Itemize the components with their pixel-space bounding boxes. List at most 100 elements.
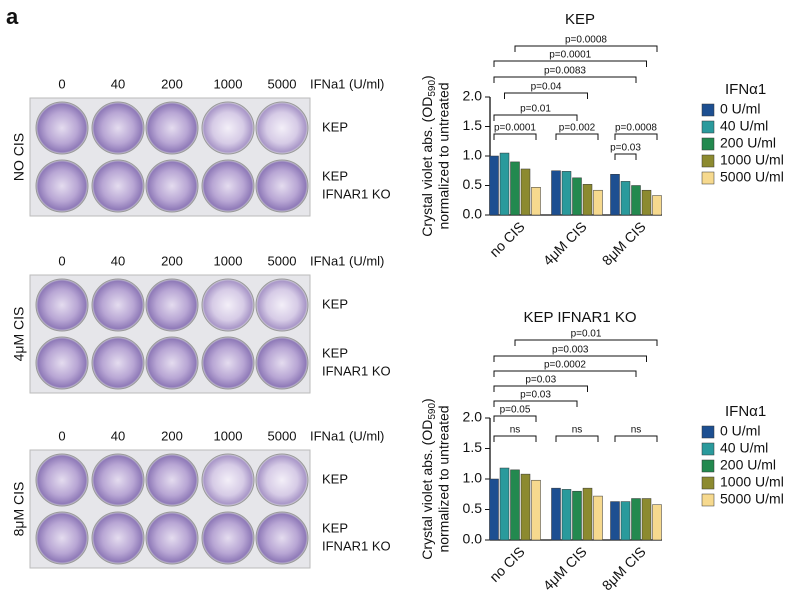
- dose-label: 40: [111, 428, 125, 443]
- y-axis-label-sub: 590: [427, 80, 438, 97]
- row-label: KEP: [322, 168, 348, 183]
- row-label: KEP: [322, 296, 348, 311]
- dose-label: 0: [58, 76, 65, 91]
- bar: [520, 168, 531, 216]
- legend-swatch: [701, 493, 715, 507]
- well: [201, 336, 255, 390]
- y-axis-label-end: ): [419, 398, 435, 403]
- legend-label: 5000 U/ml: [720, 491, 784, 507]
- legend-swatch: [701, 459, 715, 473]
- bar: [631, 498, 641, 541]
- x-tick-label: no CIS: [486, 218, 528, 260]
- bar: [572, 490, 582, 541]
- legend-swatch: [701, 425, 715, 439]
- y-axis-label: Crystal violet abs. (OD590): [419, 75, 438, 236]
- bar: [610, 174, 620, 216]
- y-axis-label-main: Crystal violet abs. (OD: [419, 97, 435, 237]
- dose-label: 40: [111, 76, 125, 91]
- legend-label: 0 U/ml: [720, 101, 760, 117]
- y-tick-label: 1.5: [463, 439, 483, 455]
- significance-label: p=0.0008: [565, 35, 607, 46]
- significance-label: p=0.04: [531, 82, 562, 93]
- significance-bracket: [614, 153, 637, 160]
- well: [255, 336, 309, 390]
- significance-bracket: [493, 114, 578, 121]
- bar: [610, 501, 620, 541]
- bar: [561, 171, 572, 216]
- well: [35, 336, 89, 390]
- legend-label: 40 U/ml: [720, 440, 768, 456]
- significance-label: ns: [572, 425, 583, 436]
- significance-bracket: [493, 400, 578, 407]
- significance-bracket: [614, 435, 658, 442]
- legend-swatch: [701, 137, 715, 151]
- well: [91, 453, 145, 507]
- dose-label: 5000: [268, 76, 297, 91]
- bar: [620, 501, 631, 541]
- row-label: IFNAR1 KO: [322, 538, 391, 553]
- dose-label: 5000: [268, 428, 297, 443]
- well: [145, 511, 199, 565]
- well: [145, 453, 199, 507]
- legend-title: IFNα1: [725, 403, 766, 420]
- condition-label: 8μM CIS: [11, 482, 27, 537]
- legend-swatch: [701, 154, 715, 168]
- significance-bracket: [493, 385, 588, 392]
- dose-label: 0: [58, 428, 65, 443]
- significance-bracket: [493, 133, 537, 140]
- well: [91, 278, 145, 332]
- y-tick-label: 2.0: [463, 88, 483, 104]
- y-tick-label: 0.5: [463, 500, 483, 516]
- well: [255, 511, 309, 565]
- well: [255, 278, 309, 332]
- well: [255, 453, 309, 507]
- dose-label: 200: [161, 76, 183, 91]
- y-axis-label: normalized to untreated: [436, 82, 452, 229]
- bar: [499, 467, 510, 541]
- bar: [531, 187, 541, 216]
- dose-label: 40: [111, 253, 125, 268]
- y-tick-label: 0.0: [463, 206, 483, 222]
- significance-bracket: [514, 339, 658, 346]
- well: [145, 336, 199, 390]
- significance-bracket: [555, 133, 599, 140]
- well: [91, 336, 145, 390]
- panel-letter: a: [6, 4, 19, 29]
- well: [35, 453, 89, 507]
- row-label: KEP: [322, 345, 348, 360]
- bar: [641, 189, 652, 216]
- y-axis-label-end: ): [419, 75, 435, 80]
- significance-bracket: [493, 370, 637, 377]
- bar: [520, 473, 531, 541]
- row-label: KEP: [322, 471, 348, 486]
- bar: [551, 170, 561, 216]
- dose-label: 200: [161, 428, 183, 443]
- significance-label: p=0.003: [552, 345, 589, 356]
- significance-label: p=0.01: [520, 104, 551, 115]
- well: [145, 278, 199, 332]
- well: [145, 159, 199, 213]
- bar: [582, 487, 593, 541]
- legend-label: 5000 U/ml: [720, 169, 784, 185]
- legend-label: 0 U/ml: [720, 423, 760, 439]
- dose-unit: IFNa1 (U/ml): [310, 253, 384, 268]
- y-tick-label: 1.0: [463, 147, 483, 163]
- y-axis-label-sub: 590: [427, 403, 438, 420]
- bar: [561, 489, 572, 541]
- bar: [593, 495, 603, 541]
- y-axis-label: normalized to untreated: [436, 405, 452, 552]
- bar: [620, 181, 631, 216]
- significance-label: ns: [510, 425, 521, 436]
- legend-title: IFNα1: [725, 81, 766, 98]
- dose-unit: IFNa1 (U/ml): [310, 428, 384, 443]
- bar: [499, 152, 510, 216]
- significance-label: p=0.0008: [615, 123, 657, 134]
- well: [255, 159, 309, 213]
- significance-bracket: [555, 435, 599, 442]
- legend-swatch: [701, 120, 715, 134]
- bar: [489, 478, 499, 541]
- well: [35, 278, 89, 332]
- well: [255, 101, 309, 155]
- legend-label: 200 U/ml: [720, 457, 776, 473]
